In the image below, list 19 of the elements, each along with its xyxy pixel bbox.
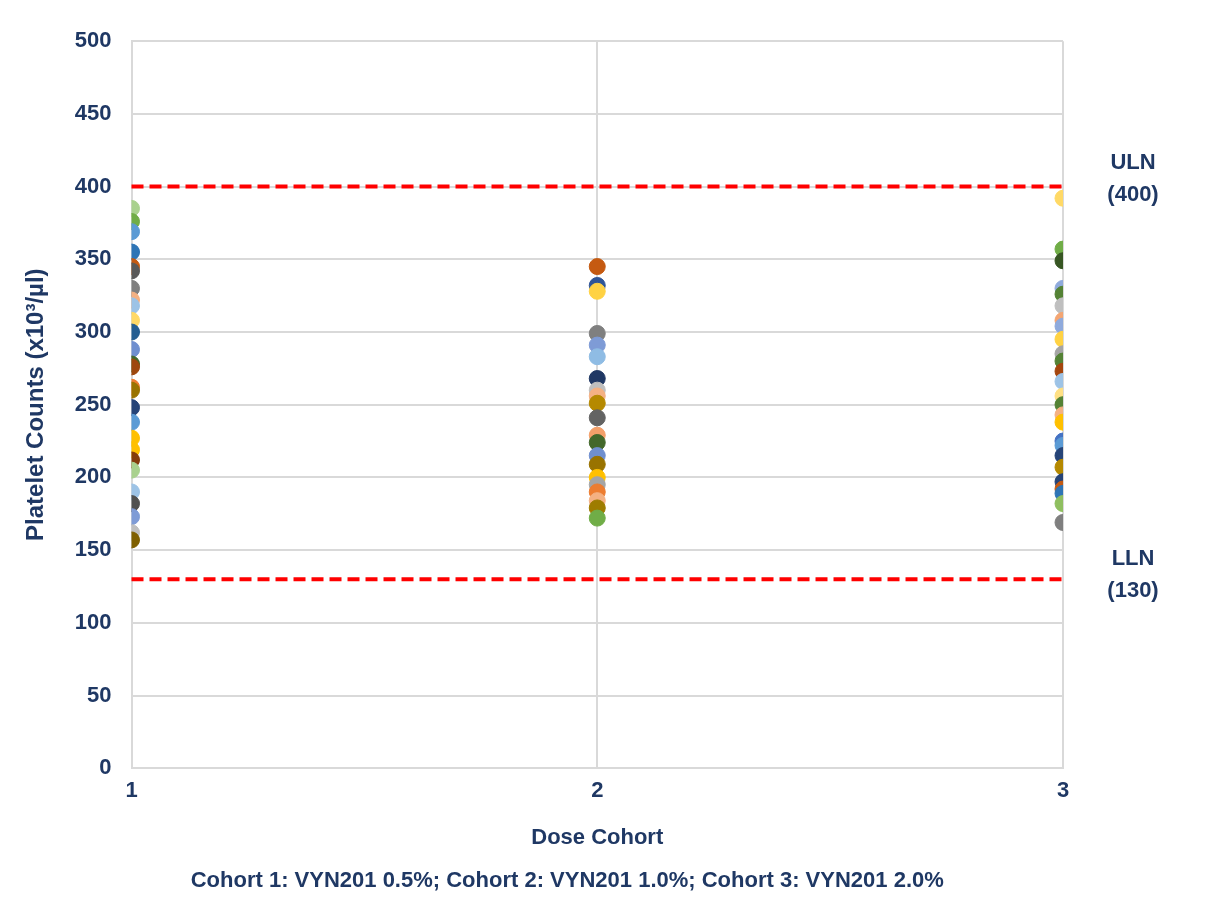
y-tick-label: 400	[74, 172, 112, 198]
y-tick-label: 350	[74, 245, 112, 271]
x-axis-title: Dose Cohort	[531, 823, 664, 849]
y-tick-label: 50	[87, 681, 112, 707]
x-tick-label: 1	[125, 777, 138, 803]
y-tick-label: 300	[74, 318, 112, 344]
y-tick-label: 150	[74, 536, 112, 562]
y-tick-label: 450	[74, 99, 112, 125]
y-tick-label: 0	[99, 754, 112, 780]
x-tick-label: 3	[1056, 777, 1070, 803]
y-tick-label: 100	[74, 608, 112, 634]
y-tick-label: 200	[74, 463, 112, 489]
y-axis-title: Platelet Counts (x10³/µl)	[21, 268, 49, 541]
text: Cohort 1: VYN201 0.5%; Cohort 2: VYN201 1.0%; Cohort 3: VYN201 2.0%	[190, 867, 944, 892]
x-tick-label: 2	[591, 777, 604, 803]
ref-line-label: ULN (400)	[1107, 148, 1159, 206]
y-tick-label: 250	[74, 390, 112, 416]
ref-line-label: LLN (130)	[1107, 545, 1159, 603]
y-tick-label: 500	[74, 27, 112, 53]
